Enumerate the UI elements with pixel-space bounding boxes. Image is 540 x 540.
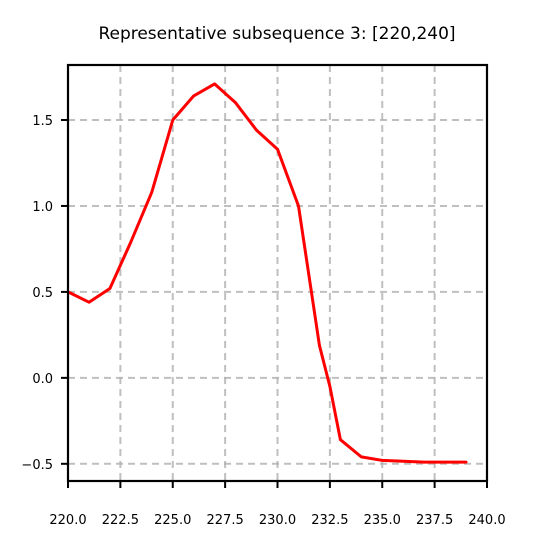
axis-ticks: 220.0 222.5 225.0 227.5 230.0 232.5 235.0 237.5… (21, 114, 505, 528)
x-tick-label: 220.0 (49, 513, 86, 528)
x-tick-label: 227.5 (207, 513, 244, 528)
grid (67, 65, 488, 481)
y-tick-label: 1.5 (32, 114, 53, 129)
x-tick-label: 230.0 (259, 513, 296, 528)
y-tick-label: 0.5 (32, 286, 53, 301)
y-tick-label: 0.0 (32, 372, 53, 387)
y-tick-label: −0.5 (21, 458, 53, 473)
x-tick-label: 240.0 (468, 513, 505, 528)
series-layer (66, 82, 468, 464)
x-tick-label: 222.5 (102, 513, 139, 528)
chart-title: Representative subsequence 3: [220,240] (98, 24, 455, 44)
series-line-0 (66, 82, 468, 464)
x-tick-label: 225.0 (154, 513, 191, 528)
x-tick-label: 232.5 (311, 513, 348, 528)
y-tick-label: 1.0 (32, 200, 53, 215)
x-tick-label: 235.0 (364, 513, 401, 528)
x-tick-label: 237.5 (416, 513, 453, 528)
